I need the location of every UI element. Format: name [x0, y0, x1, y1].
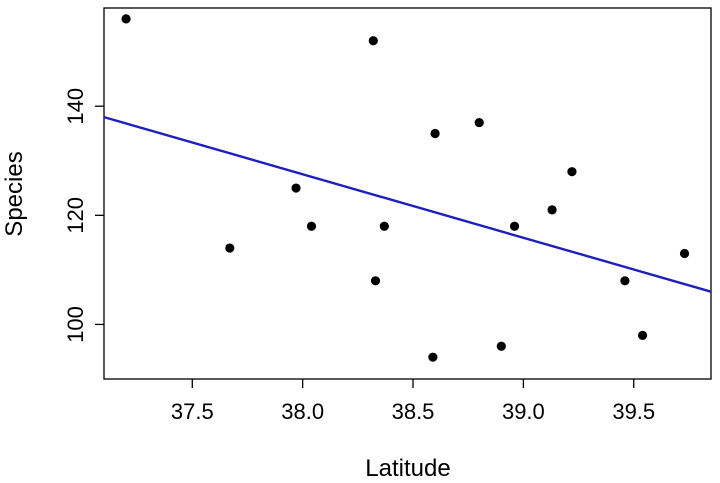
data-point — [430, 128, 440, 139]
x-tick-label: 39.0 — [502, 399, 545, 424]
x-tick-label: 38.5 — [392, 399, 435, 424]
y-tick-label: 140 — [63, 88, 88, 125]
data-point — [306, 221, 317, 231]
data-point — [637, 330, 648, 340]
x-tick-label: 37.5 — [171, 399, 214, 424]
regression-line — [103, 115, 712, 293]
data-point — [370, 276, 381, 286]
y-tick-label: 120 — [63, 197, 88, 234]
data-point — [291, 183, 301, 193]
y-tick-label: 100 — [63, 306, 88, 343]
data-point — [225, 243, 235, 253]
x-tick-label: 39.5 — [612, 399, 655, 424]
x-axis: 37.5 38.0 38.5 39.0 39.5 — [171, 379, 655, 424]
data-point — [509, 221, 520, 231]
data-point — [368, 36, 378, 46]
y-axis-label: Species — [1, 151, 28, 236]
x-axis-label: Latitude — [365, 455, 450, 482]
data-point — [121, 14, 131, 24]
plot-frame — [103, 7, 712, 380]
data-point — [428, 352, 438, 362]
y-axis: 100 120 140 — [63, 88, 104, 343]
data-point — [567, 167, 577, 177]
data-point — [547, 205, 557, 215]
data-point — [474, 117, 484, 128]
data-points — [121, 14, 690, 362]
data-point — [679, 248, 690, 259]
regression-lines — [103, 115, 712, 293]
x-tick-label: 38.0 — [281, 399, 324, 424]
data-point — [496, 341, 506, 351]
data-point — [620, 276, 630, 286]
data-point — [379, 221, 389, 231]
